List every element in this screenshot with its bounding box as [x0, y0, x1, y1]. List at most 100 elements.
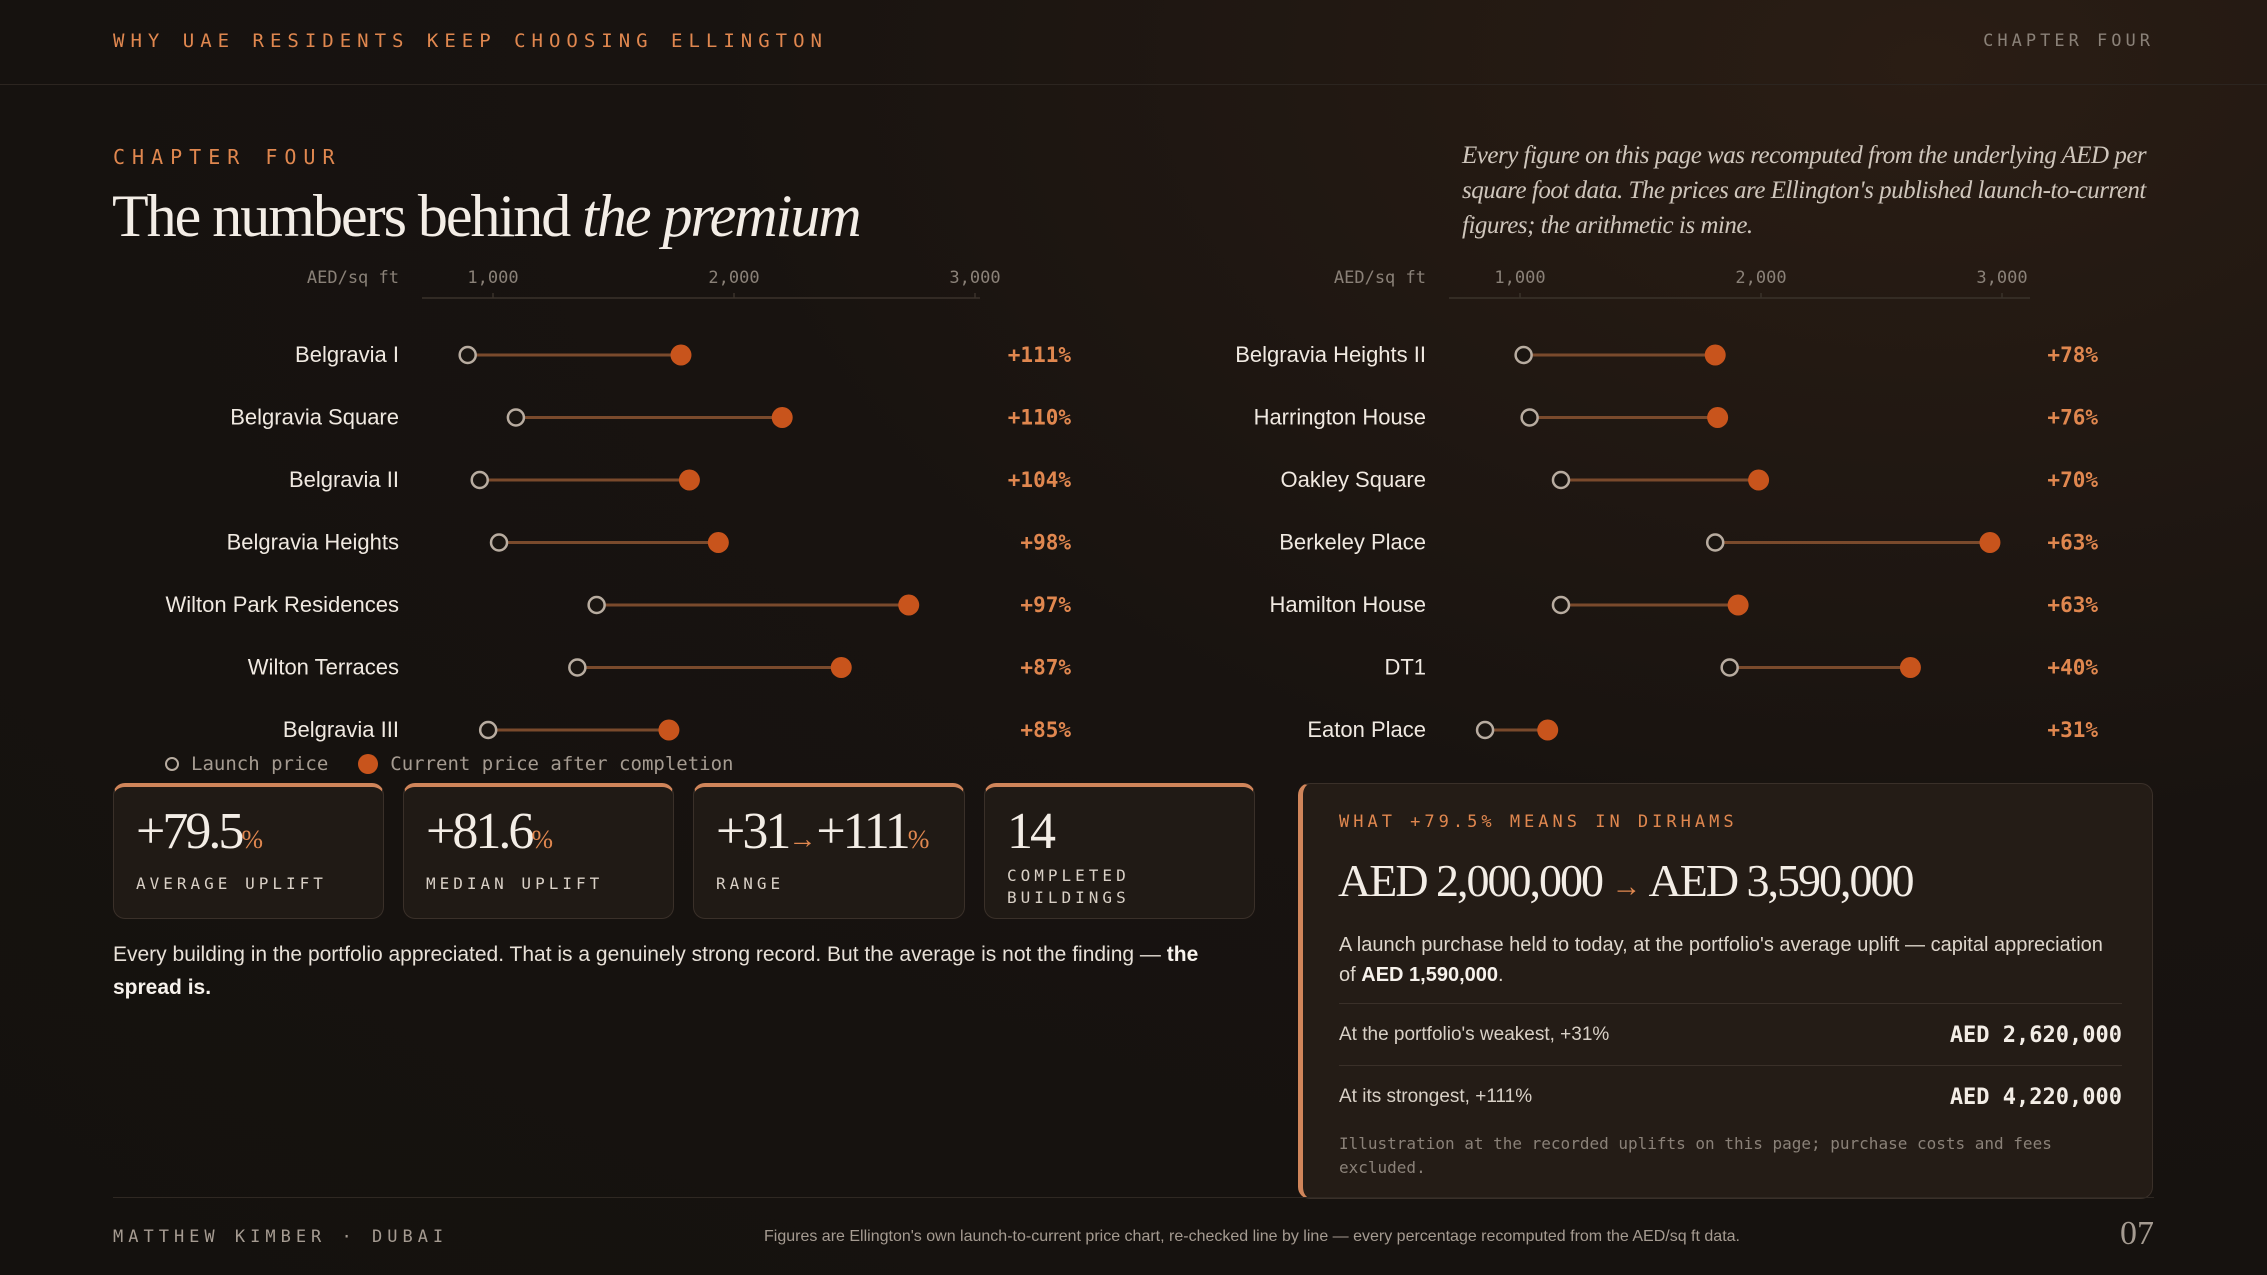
current-price-point [1704, 344, 1726, 366]
current-price-point [771, 407, 793, 428]
current-price-point [898, 594, 920, 616]
x-tick-label: 1,000 [1494, 268, 1545, 288]
buildings-count: 14 [1007, 803, 1056, 860]
current-price-point [1899, 657, 1921, 678]
dirhams-row-value: AED 2,620,000 [1949, 1022, 2122, 1048]
stat-card-median: +81.6% MEDIAN UPLIFT [403, 783, 674, 919]
arrow-right-icon: → [1611, 870, 1642, 903]
row-label: Belgravia Heights [227, 530, 399, 555]
intro-note: Every figure on this page was recomputed… [1462, 142, 2147, 239]
row-change-label: +104% [1008, 468, 1072, 492]
row-label: Wilton Park Residences [165, 592, 399, 617]
dumbbell-charts: AED/sq ft 1,000 2,000 3,000 Belgravia I +111%… [165, 268, 2098, 742]
launch-price-point [1514, 345, 1533, 365]
dirhams-body-end: . [1498, 964, 1504, 986]
row-change-label: +78% [2047, 343, 2098, 367]
stat-card-range: +31→+111% RANGE [693, 783, 965, 919]
row-label: Berkeley Place [1279, 530, 1426, 555]
launch-price-point [568, 658, 587, 677]
current-price-point [1979, 532, 2001, 553]
row-label: DT1 [1384, 655, 1426, 680]
current-price-point [658, 719, 680, 741]
chapter-label-right: CHAPTER FOUR [1983, 31, 2154, 51]
row-change-label: +87% [1020, 656, 1071, 680]
legend-current-label: Current price after completion [390, 753, 734, 775]
launch-price-point [458, 345, 477, 365]
launch-price-point [478, 720, 498, 740]
current-price-point [1707, 407, 1729, 428]
page-number: 07 [2120, 1215, 2154, 1252]
page-title: The numbers behind the premium [112, 182, 862, 251]
footer-divider [113, 1197, 2154, 1198]
launch-price-point [1551, 470, 1571, 490]
row-change-label: +70% [2047, 468, 2098, 492]
median-uplift-label: MEDIAN UPLIFT [426, 874, 604, 893]
x-tick-label: 2,000 [1735, 268, 1786, 288]
range-to-value: +111 [816, 803, 910, 860]
x-tick-label: 3,000 [1976, 268, 2027, 288]
legend-launch-label: Launch price [191, 753, 329, 775]
dirhams-from: AED 2,000,000 [1338, 855, 1604, 906]
range-from-value: +31 [716, 803, 791, 860]
dirhams-row-value: AED 4,220,000 [1949, 1084, 2122, 1110]
x-tick-label: 2,000 [708, 268, 759, 288]
dirhams-footnote: Illustration at the recorded uplifts on … [1339, 1134, 2052, 1177]
launch-price-point [587, 595, 606, 615]
portfolio-note-bold: the spread is. [113, 943, 1199, 999]
current-price-marker-icon [358, 754, 379, 774]
portfolio-note: Every building in the portfolio apprecia… [113, 938, 1263, 1004]
chart-legend: Launch price Current price after complet… [165, 753, 733, 775]
current-price-point [1537, 719, 1559, 741]
dirhams-body-bold: AED 1,590,000 [1361, 964, 1499, 986]
row-change-label: +111% [1008, 343, 1072, 367]
title-plain: The numbers behind [112, 183, 583, 249]
average-uplift-value: +79.5 [136, 803, 244, 860]
range-label: RANGE [716, 874, 785, 893]
title-italic: the premium [582, 183, 861, 249]
row-change-label: +97% [1020, 593, 1071, 617]
row-change-label: +76% [2047, 406, 2098, 430]
launch-price-point [489, 533, 509, 552]
dirhams-row-label: At its strongest, +111% [1339, 1086, 1533, 1107]
dirhams-to: AED 3,590,000 [1648, 855, 1915, 906]
x-tick-label: 3,000 [949, 268, 1000, 288]
row-change-label: +110% [1008, 406, 1072, 430]
range-arrow-icon: → [788, 824, 817, 855]
launch-price-point [1475, 720, 1495, 740]
row-change-label: +98% [1020, 531, 1071, 555]
source-note: Figures are Ellington's own launch-to-cu… [764, 1228, 1740, 1245]
axis-unit-label: AED/sq ft [307, 268, 399, 288]
launch-price-point [470, 470, 489, 490]
current-price-point [678, 469, 700, 491]
dirhams-body: A launch purchase held to today, at the … [1339, 930, 2119, 990]
dirhams-row-weakest: At the portfolio's weakest, +31% AED 2,6… [1339, 1003, 2122, 1066]
row-label: Belgravia Heights II [1235, 342, 1426, 367]
row-change-label: +63% [2047, 593, 2098, 617]
current-price-point [1727, 594, 1749, 616]
row-label: Belgravia I [295, 342, 399, 367]
dirhams-panel: WHAT +79.5% MEANS IN DIRHAMS AED 2,000,0… [1298, 783, 2153, 1199]
buildings-label-line1: COMPLETED [1007, 866, 1130, 885]
row-label: Belgravia Square [230, 405, 399, 430]
current-price-point [707, 532, 729, 553]
current-price-point [1748, 469, 1770, 491]
dirhams-row-strongest: At its strongest, +111% AED 4,220,000 [1339, 1065, 2122, 1128]
current-price-point [830, 657, 852, 678]
kicker: WHY UAE RESIDENTS KEEP CHOOSING ELLINGTO… [113, 30, 828, 52]
row-label: Belgravia II [289, 467, 399, 492]
top-bar: WHY UAE RESIDENTS KEEP CHOOSING ELLINGTO… [0, 0, 2267, 85]
row-change-label: +63% [2047, 531, 2098, 555]
row-change-label: +85% [1020, 718, 1071, 742]
launch-price-point [506, 408, 526, 427]
row-label: Wilton Terraces [248, 655, 399, 680]
row-label: Eaton Place [1307, 717, 1426, 742]
row-change-label: +31% [2047, 718, 2098, 742]
dirhams-comparison: AED 2,000,000 → AED 3,590,000 [1338, 854, 1915, 907]
buildings-label: COMPLETED BUILDINGS [1007, 865, 1254, 909]
average-uplift-label: AVERAGE UPLIFT [136, 874, 327, 893]
row-label: Harrington House [1254, 405, 1426, 430]
x-tick-label: 1,000 [467, 268, 518, 288]
launch-price-point [1720, 658, 1739, 677]
row-label: Oakley Square [1280, 467, 1426, 492]
launch-price-point [1705, 533, 1725, 552]
